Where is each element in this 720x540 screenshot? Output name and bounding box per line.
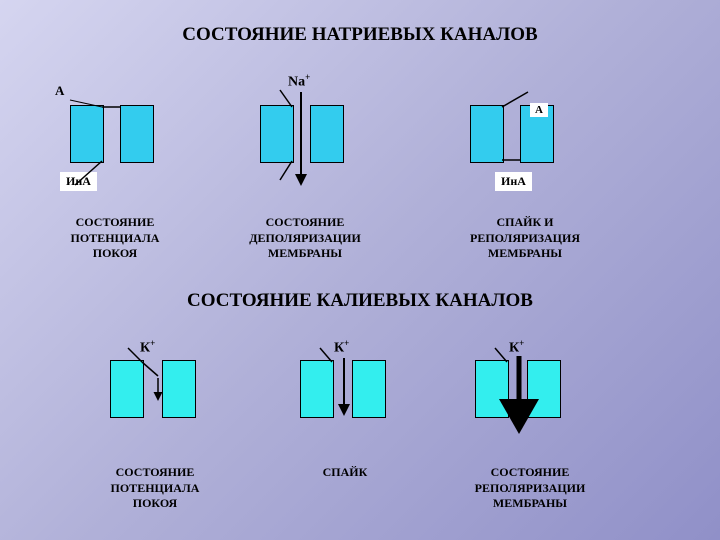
k-block bbox=[162, 360, 196, 418]
ina-gate-label: ИнА bbox=[495, 172, 532, 191]
k-block bbox=[352, 360, 386, 418]
k-ion-label: К+ bbox=[140, 338, 155, 357]
sodium-title: СОСТОЯНИЕ НАТРИЕВЫХ КАНАЛОВ bbox=[0, 24, 720, 46]
na-block bbox=[310, 105, 344, 163]
k-caption-2: СПАЙК bbox=[300, 465, 390, 481]
na-caption-1: СОСТОЯНИЕПОТЕНЦИАЛАПОКОЯ bbox=[50, 215, 180, 262]
na-block bbox=[470, 105, 504, 163]
a-gate-label: А bbox=[530, 103, 548, 117]
na-block bbox=[70, 105, 104, 163]
diagram-lines bbox=[0, 0, 720, 540]
na-block bbox=[260, 105, 294, 163]
na-block bbox=[120, 105, 154, 163]
k-block bbox=[110, 360, 144, 418]
potassium-title: СОСТОЯНИЕ КАЛИЕВЫХ КАНАЛОВ bbox=[0, 290, 720, 312]
a-gate-label: А bbox=[55, 83, 64, 99]
k-block bbox=[475, 360, 509, 418]
ina-gate-label: ИнА bbox=[60, 172, 97, 191]
k-block bbox=[527, 360, 561, 418]
k-caption-1: СОСТОЯНИЕПОТЕНЦИАЛАПОКОЯ bbox=[90, 465, 220, 512]
na-caption-3: СПАЙК ИРЕПОЛЯРИЗАЦИЯМЕМБРАНЫ bbox=[450, 215, 600, 262]
k-ion-label: К+ bbox=[509, 338, 524, 357]
k-block bbox=[300, 360, 334, 418]
k-caption-3: СОСТОЯНИЕРЕПОЛЯРИЗАЦИИМЕМБРАНЫ bbox=[455, 465, 605, 512]
k-ion-label: К+ bbox=[334, 338, 349, 357]
na-ion-label: Na+ bbox=[288, 72, 310, 91]
na-caption-2: СОСТОЯНИЕДЕПОЛЯРИЗАЦИИМЕМБРАНЫ bbox=[230, 215, 380, 262]
